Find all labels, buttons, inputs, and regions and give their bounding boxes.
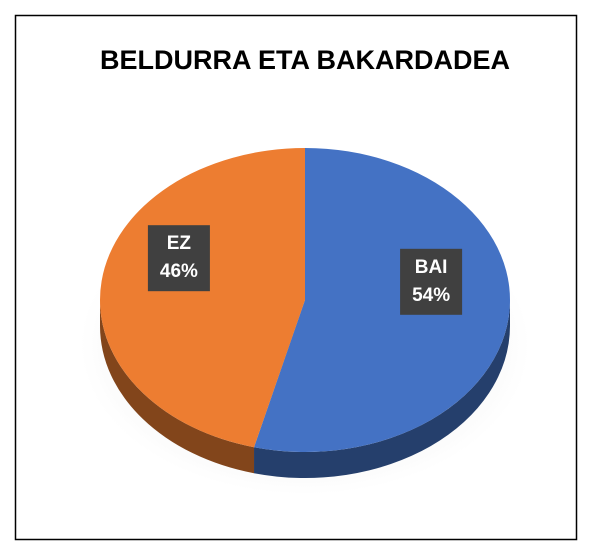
pie-slice-side bbox=[100, 300, 255, 474]
data-label-category: EZ bbox=[167, 233, 192, 254]
pie-slice bbox=[254, 148, 510, 452]
data-label-category: BAI bbox=[415, 257, 448, 278]
pie-slice-side bbox=[254, 300, 510, 478]
data-label-value: 54% bbox=[412, 285, 450, 306]
pie-slice bbox=[99, 148, 306, 448]
data-label-box bbox=[147, 225, 210, 292]
chart-title: BELDURRA ETA BAKARDADEA bbox=[100, 45, 510, 75]
data-label-value: 46% bbox=[160, 261, 198, 282]
data-label-box bbox=[400, 248, 463, 315]
